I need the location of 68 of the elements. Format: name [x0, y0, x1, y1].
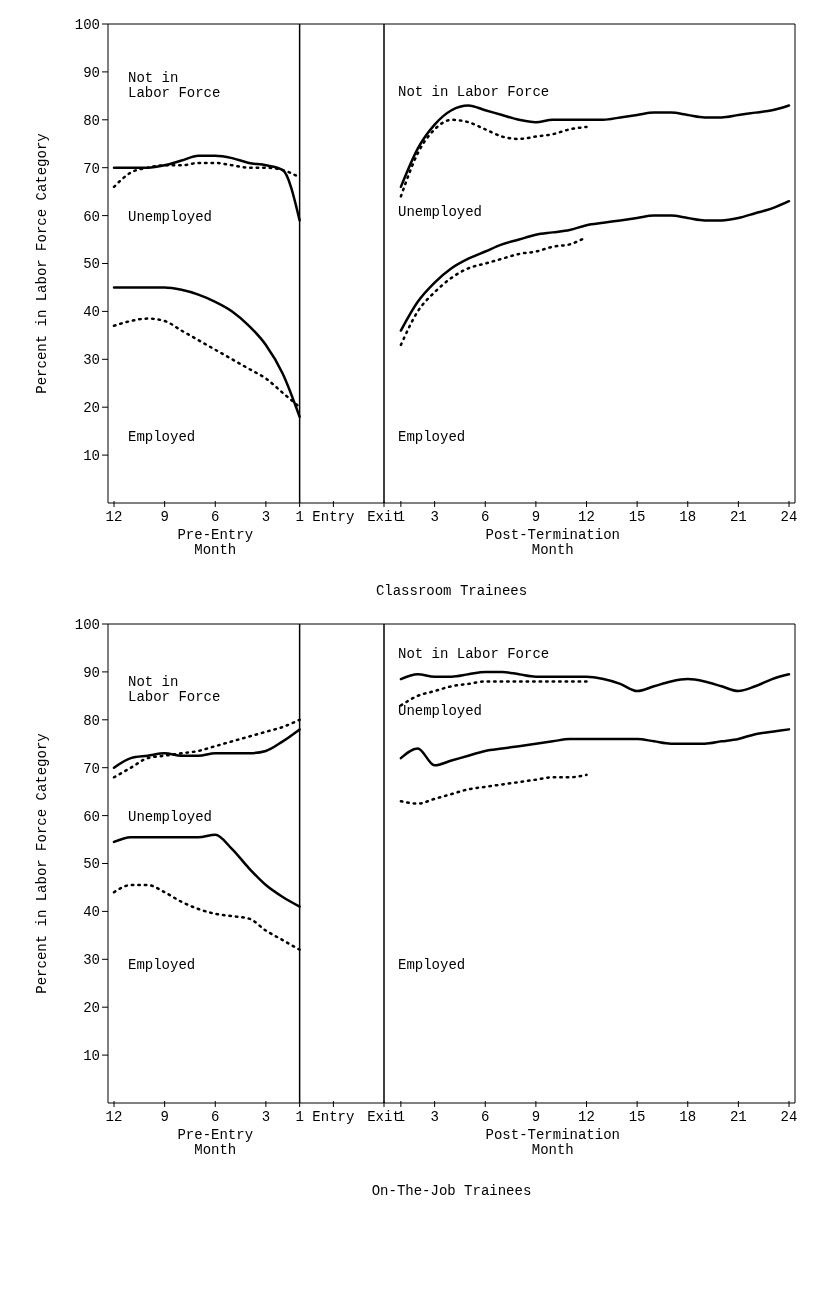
x-tick-label: Entry [312, 509, 355, 525]
x-tick-label: 3 [430, 509, 439, 525]
x-tick-label: 9 [160, 1109, 169, 1125]
y-tick-label: 50 [83, 256, 100, 273]
text: Post-Termination Month [485, 1127, 620, 1158]
y-tick-label: 90 [83, 64, 100, 81]
x-tick-label: 15 [628, 1109, 646, 1125]
x-tick-label: 3 [430, 1109, 439, 1125]
x-tick-label: 18 [679, 1109, 697, 1125]
x-tick-label: 15 [628, 509, 646, 525]
y-tick-label: 100 [74, 16, 100, 33]
y-tick-label: 10 [83, 1048, 100, 1065]
x-tick-label: 9 [531, 509, 541, 525]
x-tick-label: 1 [295, 509, 304, 525]
y-tick-label: 70 [83, 160, 100, 177]
y-tick-label: 30 [83, 352, 100, 369]
y-tick-label: 10 [83, 448, 100, 465]
x-tick-label: 21 [729, 1109, 747, 1125]
y-tick-label: 90 [83, 664, 100, 681]
y-axis-title: Percent in Labor Force Category [33, 733, 50, 994]
annotation: Not in Labor Force [398, 84, 550, 101]
x-tick-label: 6 [211, 1109, 220, 1125]
annotation: Not in Labor Force [398, 645, 550, 662]
x-tick-label: 9 [531, 1109, 541, 1125]
annotation: Employed [398, 428, 466, 445]
x-tick-label: 24 [780, 1109, 798, 1125]
y-axis-title: Percent in Labor Force Category [33, 133, 50, 394]
annotation: Not in Labor Force [128, 674, 221, 706]
x-tick-label: 21 [729, 509, 747, 525]
y-tick-label: 60 [83, 808, 100, 825]
x-tick-label: Entry [312, 1109, 355, 1125]
y-tick-label: 100 [74, 616, 100, 633]
x-tick-label: 3 [261, 509, 271, 525]
y-tick-label: 40 [83, 304, 100, 321]
annotation: Unemployed [128, 208, 213, 225]
x-tick-label: 6 [211, 509, 220, 525]
annotation: Unemployed [398, 203, 483, 220]
y-tick-label: 50 [83, 856, 100, 873]
y-tick-label: 60 [83, 208, 100, 225]
x-tick-label: 18 [679, 509, 697, 525]
x-tick-label: 6 [481, 509, 490, 525]
annotation: Unemployed [398, 703, 483, 720]
annotation: Not in Labor Force [128, 69, 221, 101]
y-tick-label: 80 [83, 712, 100, 729]
x-tick-label: 1 [295, 1109, 304, 1125]
text: Pre-Entry Month [177, 1127, 254, 1158]
x-tick-label: 12 [105, 1109, 123, 1125]
x-tick-label: 12 [105, 509, 123, 525]
x-tick-label: 12 [578, 509, 595, 525]
x-tick-label: 9 [160, 509, 169, 525]
annotation: Employed [398, 957, 466, 974]
y-tick-label: 80 [83, 112, 100, 129]
y-tick-label: 20 [83, 1000, 100, 1017]
annotation: Employed [128, 428, 196, 445]
x-axis-title: On-The-Job Trainees [371, 1182, 532, 1199]
annotation: Unemployed [128, 808, 213, 825]
y-tick-label: 40 [83, 904, 100, 921]
y-tick-label: 20 [83, 400, 100, 417]
annotation: Employed [128, 957, 196, 974]
x-tick-label: 3 [261, 1109, 271, 1125]
y-tick-label: 30 [83, 952, 100, 969]
x-tick-label: 12 [578, 1109, 595, 1125]
x-tick-label: 24 [780, 509, 798, 525]
x-tick-label: 6 [481, 1109, 490, 1125]
text: Post-Termination Month [485, 527, 620, 558]
x-axis-title: Classroom Trainees [375, 582, 528, 599]
y-tick-label: 70 [83, 760, 100, 777]
text: Pre-Entry Month [177, 527, 254, 558]
